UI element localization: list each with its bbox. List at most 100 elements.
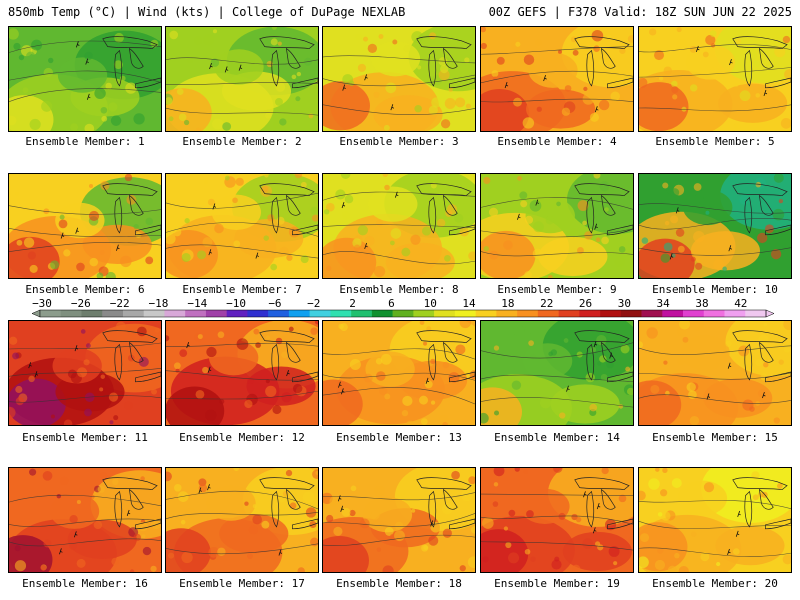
colorbar-tick-label: −2 (307, 297, 320, 310)
wind-barb (727, 362, 732, 369)
ensemble-member-map (638, 173, 792, 279)
ensemble-member-map (638, 26, 792, 132)
wind-barb (186, 342, 190, 349)
colorbar-swatch (122, 310, 145, 317)
wind-barb (340, 505, 344, 512)
contour-line (9, 88, 161, 102)
ensemble-member-map (480, 173, 634, 279)
wind-barb (543, 75, 547, 82)
colorbar-tick-label: 10 (424, 297, 437, 310)
wind-barb (116, 244, 120, 251)
ensemble-member-map (165, 26, 319, 132)
contour-line (166, 490, 318, 510)
colorbar-swatch (703, 310, 725, 317)
contour-line (166, 57, 318, 65)
wind-barb (504, 82, 509, 89)
wind-barb (85, 58, 89, 65)
colorbar-swatch (268, 310, 290, 317)
contour-line (481, 197, 633, 210)
wind-barb (535, 199, 539, 206)
contour-line (323, 372, 475, 381)
contour-line (481, 70, 633, 84)
wind-barb (212, 203, 217, 210)
colorbar-arrow-right (765, 309, 775, 318)
colorbar-tick-label: −30 (32, 297, 52, 310)
wind-barb (59, 548, 63, 555)
colorbar-tick-label: −26 (71, 297, 91, 310)
wind-barb (675, 207, 680, 214)
ensemble-member-map (322, 26, 476, 132)
great-lakes-outline (574, 477, 633, 530)
contour-line (166, 82, 318, 86)
ensemble-member-label: Ensemble Member: 14 (494, 431, 620, 444)
wind-barb (286, 369, 290, 377)
ensemble-member-map (8, 320, 162, 426)
ensemble-member-label: Ensemble Member: 17 (179, 577, 305, 590)
colorbar-tick-label: 26 (579, 297, 592, 310)
great-lakes-outline (732, 477, 791, 530)
colorbar-tick-label: −6 (268, 297, 281, 310)
contour-line (166, 343, 318, 347)
wind-barb (208, 249, 213, 256)
colorbar-swatch (454, 310, 476, 317)
contour-line (9, 70, 161, 83)
great-lakes-outline (732, 330, 791, 383)
wind-barb (593, 341, 598, 348)
contour-line (639, 500, 791, 509)
contour-line (639, 345, 791, 355)
contour-line (323, 492, 475, 501)
colorbar-swatch (745, 310, 767, 317)
ensemble-member-map (638, 320, 792, 426)
ensemble-member-map (322, 467, 476, 573)
contour-line (166, 543, 318, 555)
contour-line (166, 222, 318, 237)
colorbar-swatch (143, 310, 165, 317)
colorbar-swatch (517, 310, 539, 317)
colorbar-swatch (371, 310, 393, 317)
wind-barb (338, 381, 342, 388)
wind-barb (763, 89, 768, 96)
ensemble-member-label: Ensemble Member: 1 (25, 135, 145, 148)
contour-line (481, 374, 633, 382)
colorbar-swatch (434, 310, 456, 317)
contour-line (323, 104, 475, 115)
wind-barb (566, 385, 570, 392)
wind-barb (198, 487, 203, 494)
wind-barb (126, 509, 131, 517)
colorbar-swatch (164, 310, 186, 317)
wind-barb (278, 549, 283, 556)
ensemble-member-label: Ensemble Member: 7 (182, 283, 302, 296)
wind-barb (394, 191, 399, 198)
ensemble-member-map (480, 26, 634, 132)
colorbar-tick-label: 18 (501, 297, 514, 310)
colorbar-swatch (330, 310, 352, 317)
contour-line (166, 107, 318, 116)
colorbar-swatch (662, 310, 684, 317)
wind-barb (341, 202, 346, 209)
colorbar-tick-label: 42 (734, 297, 747, 310)
ensemble-member-label: Ensemble Member: 4 (497, 135, 617, 148)
ensemble-member-map (165, 467, 319, 573)
great-lakes-outline (102, 330, 161, 383)
contour-line (9, 518, 161, 527)
contour-line (166, 390, 318, 400)
colorbar-arrow-left (31, 309, 41, 318)
colorbar-swatch (226, 310, 248, 317)
ensemble-member-label: Ensemble Member: 2 (182, 135, 302, 148)
contour-line (9, 40, 161, 53)
great-lakes-outline (574, 183, 633, 236)
wind-barb (224, 66, 229, 73)
wind-barb (75, 227, 79, 234)
great-lakes-outline (732, 36, 791, 89)
wind-barb (390, 104, 394, 111)
wind-barb (594, 106, 599, 113)
wind-barb (209, 62, 213, 70)
colorbar-swatch (392, 310, 414, 317)
wind-barb (735, 530, 740, 537)
colorbar-tick-label: −14 (187, 297, 207, 310)
contour-line (639, 372, 791, 380)
wind-barb (517, 213, 521, 220)
colorbar-swatch (351, 310, 373, 317)
great-lakes-outline (416, 330, 475, 383)
contour-line (323, 534, 475, 547)
